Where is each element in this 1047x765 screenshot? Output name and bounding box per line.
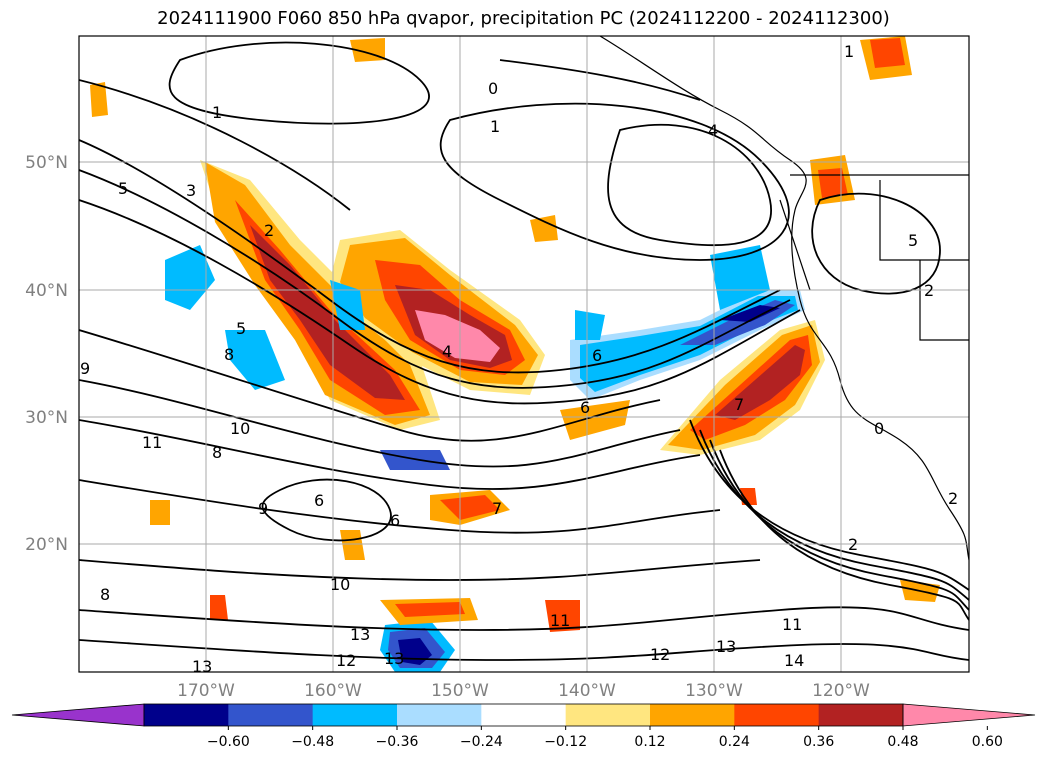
precip-small-patches <box>90 36 940 632</box>
lon-tick: 120°W <box>812 681 870 701</box>
colorbar-tick-label: −0.60 <box>207 734 250 750</box>
contour-label: 8 <box>212 443 222 462</box>
colorbar-tick-label: 0.60 <box>972 734 1003 750</box>
contour-label: 7 <box>492 499 502 518</box>
colorbar-extend-high <box>902 703 1036 727</box>
contour-label: 6 <box>390 511 400 530</box>
colorbar-tick-label: 0.36 <box>803 734 834 750</box>
contour-label: 13 <box>192 657 212 676</box>
contour-label: 2 <box>848 535 858 554</box>
contour-label: 10 <box>330 575 350 594</box>
contour-label: 6 <box>314 491 324 510</box>
contour-label: 6 <box>592 346 602 365</box>
lat-tick: 50°N <box>25 153 68 173</box>
lat-tick: 30°N <box>25 408 68 428</box>
latitude-axis: 50°N 40°N 30°N 20°N <box>25 153 68 555</box>
contour-label: 11 <box>782 615 802 634</box>
lat-tick: 40°N <box>25 281 68 301</box>
precip-band-central <box>330 230 545 395</box>
negative-band-east <box>570 245 805 400</box>
contour-label: 4 <box>708 121 718 140</box>
coastlines <box>599 36 969 561</box>
precip-band-east <box>660 320 825 455</box>
contour-label: 4 <box>442 342 452 361</box>
colorbar-tick-label: 0.12 <box>634 734 665 750</box>
contour-label: 0 <box>874 419 884 438</box>
colorbar-bin <box>818 704 904 726</box>
colorbar-tick-label: −0.12 <box>544 734 587 750</box>
lon-tick: 150°W <box>431 681 489 701</box>
contour-label: 2 <box>948 489 958 508</box>
colorbar-bin <box>650 704 735 726</box>
contour-label: 9 <box>80 359 90 378</box>
contour-label-layer: 1 0 1 4 5 3 2 5 8 4 6 11 10 8 6 6 9 10 1… <box>80 42 958 676</box>
colorbar-tick-label: 0.48 <box>887 734 918 750</box>
contour-label: 11 <box>550 611 570 630</box>
contour-label: 12 <box>336 651 356 670</box>
colorbar-tick-label: −0.36 <box>376 734 419 750</box>
lon-tick: 140°W <box>558 681 616 701</box>
contour-label: 5 <box>236 319 246 338</box>
colorbar: −0.60 −0.48 −0.36 −0.24 −0.12 0.12 0.24 0.36 0.4… <box>11 703 1036 750</box>
colorbar-bin <box>565 704 651 726</box>
contour-label: 1 <box>490 117 500 136</box>
colorbar-bin <box>481 704 567 726</box>
precipitation-fill-layer <box>79 36 969 672</box>
contour-label: 2 <box>264 221 274 240</box>
contour-label: 13 <box>384 649 404 668</box>
gridlines <box>79 36 969 672</box>
colorbar-outline <box>143 703 904 727</box>
colorbar-bin <box>734 704 820 726</box>
contour-label: 11 <box>142 433 162 452</box>
contour-label: 9 <box>258 499 268 518</box>
contour-label: 1 <box>844 42 854 61</box>
colorbar-bin <box>144 704 229 726</box>
lon-tick: 130°W <box>685 681 743 701</box>
contour-label: 13 <box>350 625 370 644</box>
colorbar-tick-label: −0.24 <box>460 734 503 750</box>
contour-label: 13 <box>716 637 736 656</box>
contour-label: 8 <box>100 585 110 604</box>
contour-label: 7 <box>734 395 744 414</box>
contour-label: 1 <box>212 103 222 122</box>
contour-label: 6 <box>580 398 590 417</box>
contour-label: 12 <box>650 645 670 664</box>
contour-label: 2 <box>924 281 934 300</box>
colorbar-tick-label: 0.24 <box>719 734 750 750</box>
lat-tick: 20°N <box>25 535 68 555</box>
contour-label: 10 <box>230 419 250 438</box>
lon-tick: 170°W <box>177 681 235 701</box>
contour-label: 14 <box>784 651 804 670</box>
lon-tick: 160°W <box>304 681 362 701</box>
colorbar-extend-low <box>11 703 145 727</box>
contour-label: 0 <box>488 79 498 98</box>
contour-label: 5 <box>118 179 128 198</box>
colorbar-bin <box>312 704 398 726</box>
contour-label: 3 <box>186 181 196 200</box>
longitude-axis: 170°W 160°W 150°W 140°W 130°W 120°W <box>177 681 870 701</box>
colorbar-bin <box>228 704 314 726</box>
map-title: 2024111900 F060 850 hPa qvapor, precipit… <box>157 8 890 29</box>
contour-label: 8 <box>224 345 234 364</box>
colorbar-bin <box>397 704 482 726</box>
colorbar-tick-label: −0.48 <box>291 734 334 750</box>
map-frame <box>78 35 970 673</box>
contour-label: 5 <box>908 231 918 250</box>
